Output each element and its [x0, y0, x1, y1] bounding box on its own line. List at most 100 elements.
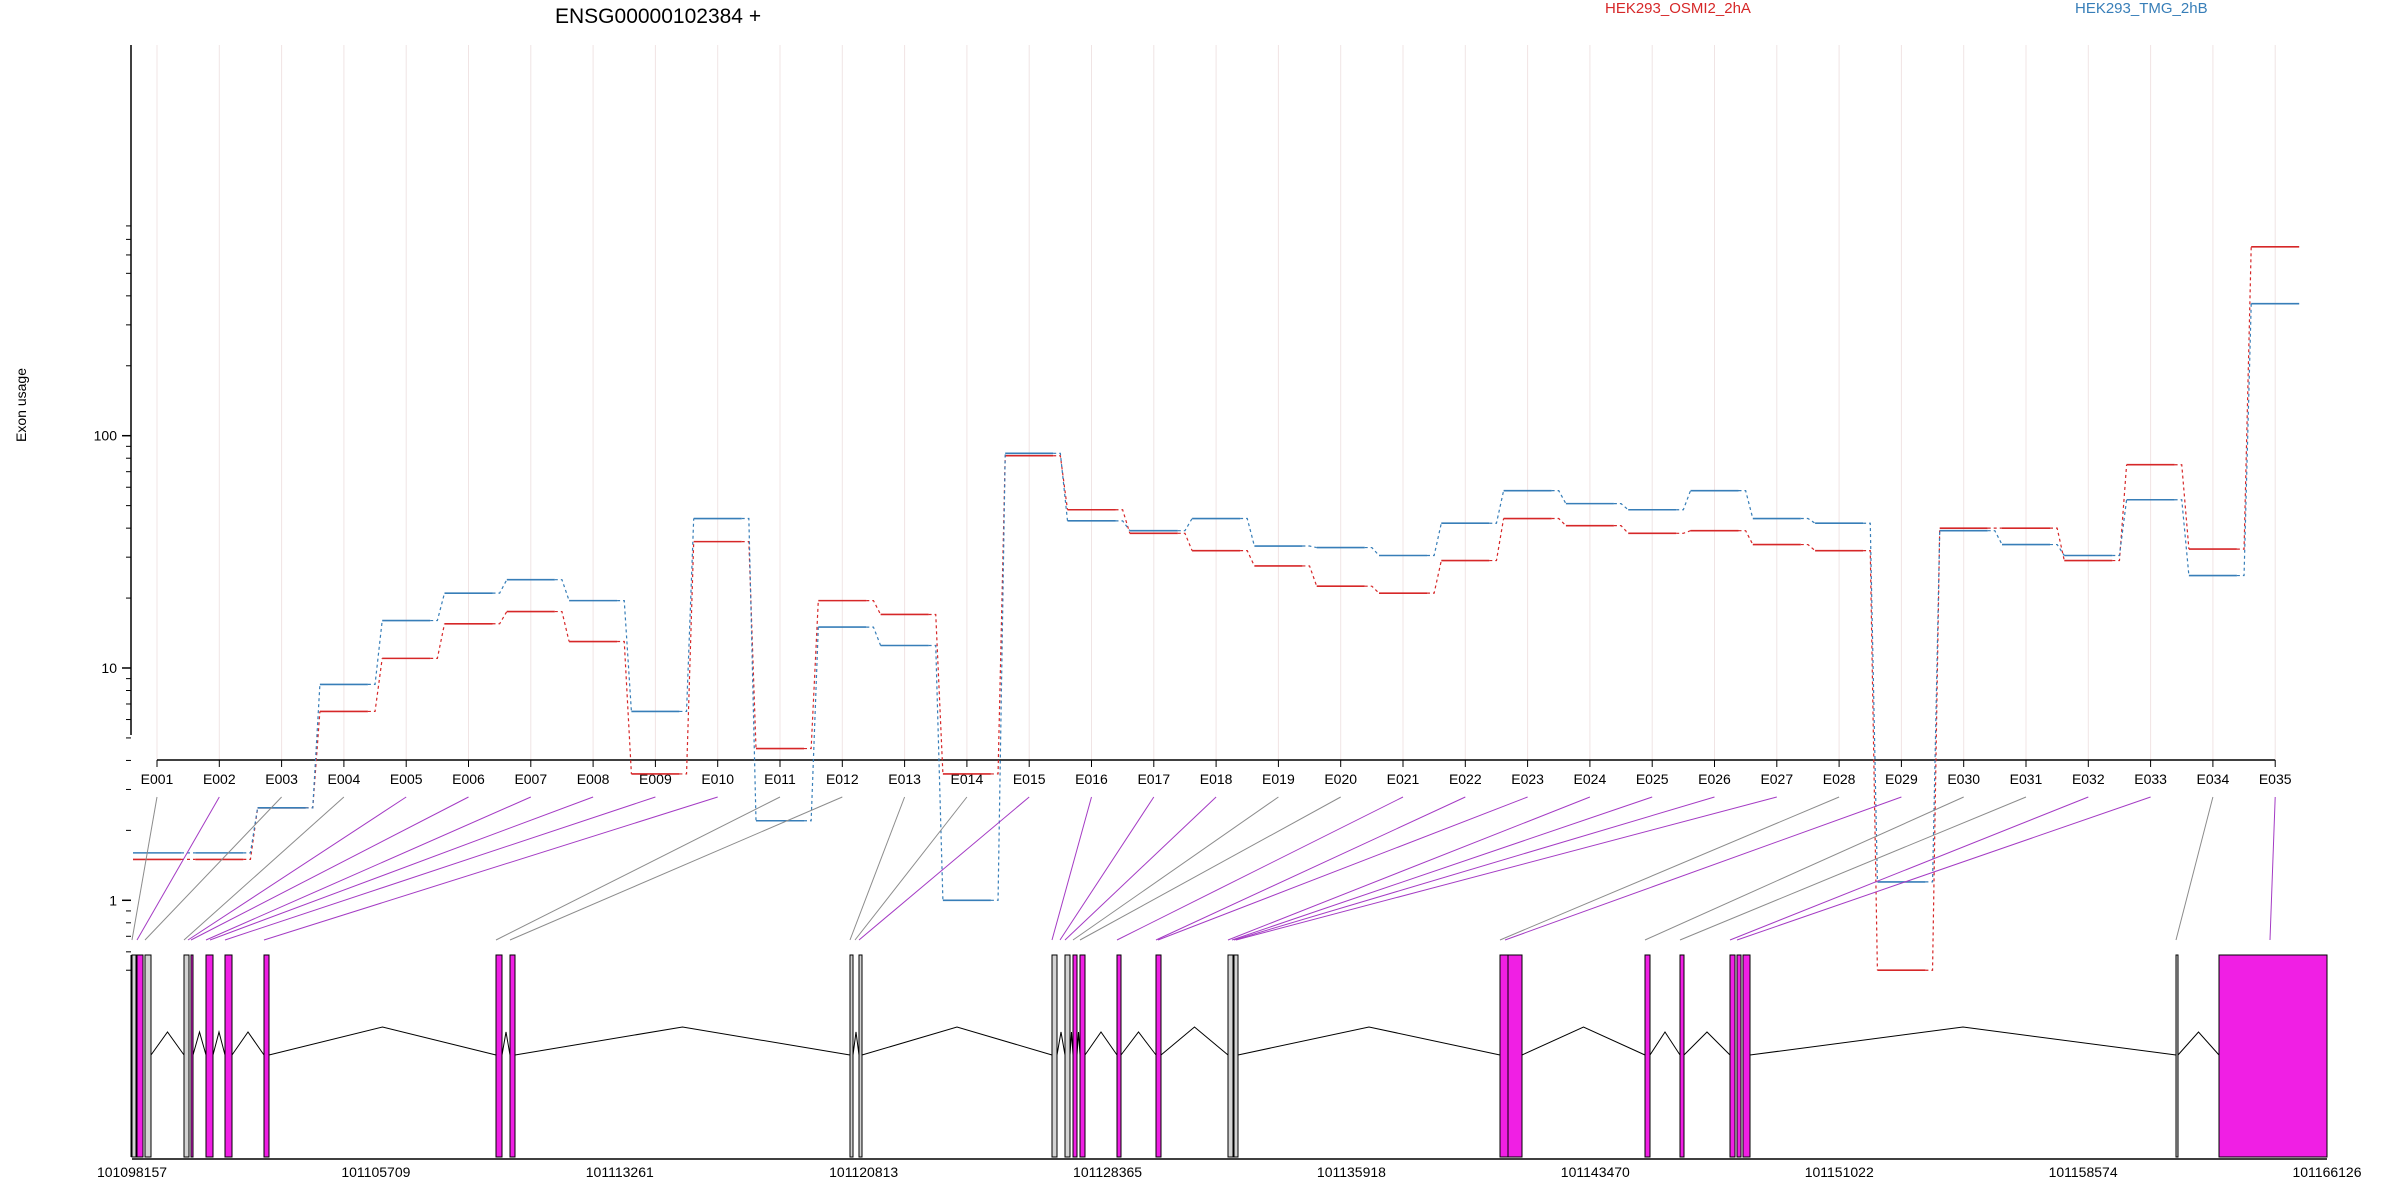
x-tick-label: E004	[328, 771, 361, 787]
data-transition	[1427, 560, 1442, 594]
x-tick-label: E021	[1387, 771, 1420, 787]
x-tick-label: E007	[514, 771, 547, 787]
exon-box	[131, 954, 137, 1158]
genomic-tick-label: 101098157	[97, 1164, 167, 1180]
connector	[1644, 796, 1964, 941]
exon-box-highlighted	[224, 954, 233, 1158]
intron	[212, 1030, 226, 1056]
exon-box-highlighted	[1736, 954, 1742, 1158]
connector-highlighted	[1155, 796, 1466, 941]
connector-highlighted	[209, 796, 594, 941]
data-transition	[1302, 545, 1317, 549]
series-2	[133, 302, 2300, 902]
connector-highlighted	[190, 796, 469, 941]
connector	[1679, 796, 2027, 941]
intron	[861, 1026, 1053, 1056]
exon-box-highlighted	[509, 954, 516, 1158]
intron	[1160, 1026, 1229, 1056]
data-transition	[430, 592, 446, 622]
x-tick-label: E014	[951, 771, 984, 787]
data-transition	[1053, 452, 1069, 521]
x-tick-label: E035	[2259, 771, 2292, 787]
data-transition	[866, 600, 882, 615]
intron	[268, 1026, 497, 1056]
x-tick-label: E016	[1075, 771, 1108, 787]
genomic-tick-label: 101128365	[1073, 1164, 1142, 1180]
exon-box-highlighted	[2218, 954, 2328, 1158]
connector-highlighted	[205, 796, 532, 941]
intron	[192, 1030, 207, 1056]
data-transition	[1302, 565, 1318, 587]
data-transition	[1551, 490, 1567, 504]
data-transition	[1863, 522, 1878, 882]
x-tick-label: E025	[1636, 771, 1669, 787]
genomic-tick-label: 101151022	[1805, 1164, 1874, 1180]
data-transition	[2174, 464, 2190, 550]
connector-highlighted	[1504, 796, 1902, 941]
x-tick-label: E033	[2134, 771, 2167, 787]
x-tick-label: E032	[2072, 771, 2105, 787]
connector	[849, 796, 906, 941]
data-transition	[866, 626, 882, 646]
connector	[495, 796, 781, 941]
connector-highlighted	[1051, 796, 1092, 941]
y-tick-label: 100	[94, 428, 118, 444]
x-tick-label: E031	[2010, 771, 2043, 787]
data-transition	[1240, 550, 1255, 567]
connector-highlighted	[1729, 796, 2089, 941]
intron	[1649, 1031, 1681, 1056]
exon-box-highlighted	[1742, 954, 1751, 1158]
connector-highlighted	[224, 796, 656, 941]
exon-box	[1064, 954, 1071, 1158]
data-transition	[243, 807, 259, 854]
data-transition	[2236, 246, 2252, 550]
data-transition	[492, 579, 508, 594]
data-transition	[367, 658, 383, 713]
data-transition	[990, 455, 1006, 775]
x-tick-label: E012	[826, 771, 859, 787]
data-transition	[741, 517, 757, 821]
data-transition	[1800, 517, 1816, 524]
exon-box-highlighted	[1079, 954, 1086, 1158]
connector	[144, 796, 282, 941]
connector	[131, 796, 158, 941]
genomic-tick-label: 101105709	[341, 1164, 410, 1180]
series-lines	[133, 246, 2300, 972]
exon-box	[1233, 954, 1239, 1158]
intron	[1056, 1031, 1066, 1056]
intron	[1749, 1026, 2177, 1056]
x-tick-label: E010	[701, 771, 734, 787]
data-transition	[1551, 517, 1567, 527]
connector-highlighted	[1064, 796, 1217, 941]
x-tick-label: E027	[1760, 771, 1793, 787]
x-tick-label: E024	[1574, 771, 1607, 787]
connector-highlighted	[1227, 796, 1591, 941]
data-transition	[1489, 518, 1505, 562]
data-transition	[2050, 527, 2065, 561]
connector-highlighted	[1736, 796, 2151, 941]
exon-box-highlighted	[205, 954, 214, 1158]
genomic-tick-label: 101120813	[829, 1164, 898, 1180]
data-transition	[554, 579, 570, 601]
exon-box	[1051, 954, 1058, 1158]
exon-box-highlighted	[136, 954, 144, 1158]
x-tick-label: E011	[764, 771, 796, 787]
exon-box-highlighted	[1116, 954, 1122, 1158]
exon-box	[849, 954, 854, 1158]
chart-title: ENSG00000102384 +	[555, 5, 761, 28]
exon-box-highlighted	[1644, 954, 1651, 1158]
x-tick-label: E017	[1137, 771, 1170, 787]
connector	[1079, 796, 1341, 941]
connector-highlighted	[1059, 796, 1155, 941]
connector-highlighted	[1157, 796, 1528, 941]
data-transition	[1489, 490, 1505, 524]
x-tick-label: E028	[1823, 771, 1856, 787]
x-tick-label: E022	[1449, 771, 1482, 787]
exon-box	[144, 954, 152, 1158]
data-transition	[804, 627, 819, 822]
genomic-tick-label: 101143470	[1561, 1164, 1630, 1180]
x-tick-label: E019	[1262, 771, 1295, 787]
data-transition	[1115, 520, 1131, 532]
connector	[854, 796, 968, 941]
